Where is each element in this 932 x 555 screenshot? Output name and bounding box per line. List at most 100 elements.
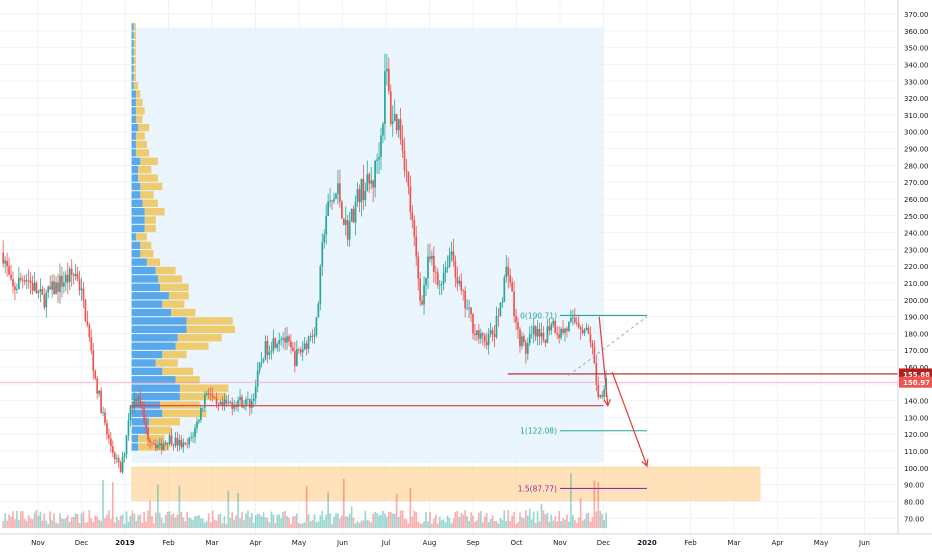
candle-body bbox=[446, 267, 449, 269]
volume-bar bbox=[454, 511, 457, 528]
candle-body bbox=[395, 114, 398, 131]
volume-bar bbox=[483, 516, 486, 528]
volume-bar bbox=[176, 514, 179, 528]
volume-bar bbox=[562, 518, 564, 528]
volume-bar bbox=[313, 514, 316, 528]
candle-body bbox=[8, 266, 10, 275]
candle-body bbox=[558, 334, 560, 338]
profile-buy-bar bbox=[131, 157, 141, 165]
candle-body bbox=[278, 339, 281, 344]
candle-body bbox=[517, 322, 519, 330]
candle-body bbox=[18, 277, 20, 289]
candle-body bbox=[350, 208, 353, 222]
volume-bar bbox=[513, 511, 515, 528]
candle-body bbox=[2, 252, 5, 264]
volume-bar bbox=[411, 516, 414, 528]
profile-sell-bar bbox=[146, 258, 161, 266]
volume-bar bbox=[143, 511, 145, 528]
candle-body bbox=[597, 385, 600, 397]
candle-body bbox=[593, 347, 596, 364]
candle-body bbox=[591, 342, 594, 348]
volume-bar bbox=[481, 522, 484, 528]
candle-body bbox=[340, 201, 343, 219]
price-label-box bbox=[899, 368, 932, 380]
x-axis-tick-label: Jun bbox=[858, 539, 870, 547]
candle-body bbox=[256, 370, 259, 387]
profile-sell-bar bbox=[133, 56, 136, 65]
profile-sell-bar bbox=[135, 90, 141, 98]
volume-bar bbox=[462, 514, 465, 528]
volume-bar bbox=[544, 514, 547, 528]
volume-bar bbox=[14, 519, 16, 528]
candle-body bbox=[456, 277, 459, 284]
candle-body bbox=[393, 114, 396, 122]
volume-bar bbox=[387, 511, 390, 528]
volume-bar bbox=[452, 518, 455, 528]
x-axis-tick-label: May bbox=[814, 539, 828, 547]
volume-bar bbox=[229, 517, 232, 528]
volume-bar bbox=[301, 523, 304, 528]
volume-bar bbox=[568, 521, 570, 528]
volume-bar bbox=[505, 521, 508, 528]
profile-buy-bar bbox=[131, 292, 169, 300]
candle-body bbox=[96, 378, 99, 394]
candle-body bbox=[403, 150, 406, 171]
candle-body bbox=[156, 445, 159, 449]
volume-bar bbox=[39, 511, 42, 528]
volume-bar bbox=[436, 523, 439, 528]
volume-bar bbox=[503, 510, 506, 528]
candle-body bbox=[323, 234, 326, 243]
candle-body bbox=[501, 301, 504, 303]
candle-body bbox=[217, 403, 220, 405]
volume-bar bbox=[196, 516, 198, 528]
volume-bar bbox=[174, 517, 177, 528]
candle-body bbox=[227, 402, 230, 404]
candle-body bbox=[203, 394, 206, 408]
candle-body bbox=[70, 268, 73, 275]
candle-body bbox=[413, 219, 416, 237]
y-axis-tick-label: 370.00 bbox=[904, 11, 929, 19]
profile-buy-bar bbox=[131, 325, 187, 334]
volume-bar bbox=[519, 512, 521, 528]
candle-body bbox=[221, 401, 224, 406]
x-axis-tick-label: Sep bbox=[466, 539, 480, 547]
candle-body bbox=[247, 398, 249, 400]
candle-body bbox=[507, 266, 510, 276]
profile-buy-bar bbox=[131, 208, 145, 216]
volume-bar bbox=[110, 518, 112, 528]
candle-body bbox=[90, 337, 93, 351]
candle-body bbox=[19, 277, 22, 280]
candle-body bbox=[137, 396, 140, 401]
volume-bar bbox=[376, 513, 378, 528]
candle-body bbox=[295, 349, 298, 366]
candle-body bbox=[487, 334, 490, 346]
candle-body bbox=[321, 242, 324, 267]
candle-body bbox=[470, 307, 472, 315]
candle-body bbox=[372, 180, 375, 188]
candle-body bbox=[407, 171, 410, 187]
candle-body bbox=[401, 139, 404, 151]
candle-body bbox=[174, 437, 177, 446]
profile-buy-bar bbox=[131, 376, 176, 384]
volume-bar bbox=[427, 521, 429, 528]
volume-bar bbox=[29, 518, 32, 528]
profile-sell-bar bbox=[133, 73, 136, 81]
candle-body bbox=[78, 279, 81, 291]
candle-body bbox=[272, 338, 275, 352]
volume-bar bbox=[25, 520, 28, 528]
volume-bar bbox=[550, 514, 553, 528]
volume-bar bbox=[129, 515, 132, 528]
candle-body bbox=[241, 396, 243, 408]
candle-body bbox=[571, 317, 574, 319]
candle-body bbox=[339, 183, 341, 202]
candle-body bbox=[335, 194, 337, 199]
candle-body bbox=[270, 351, 273, 353]
y-axis-tick-label: 350.00 bbox=[904, 45, 929, 53]
volume-bar bbox=[250, 512, 253, 528]
candle-body bbox=[421, 300, 423, 305]
volume-bar bbox=[235, 515, 237, 528]
volume-bar bbox=[399, 510, 402, 528]
volume-bar bbox=[403, 518, 406, 528]
